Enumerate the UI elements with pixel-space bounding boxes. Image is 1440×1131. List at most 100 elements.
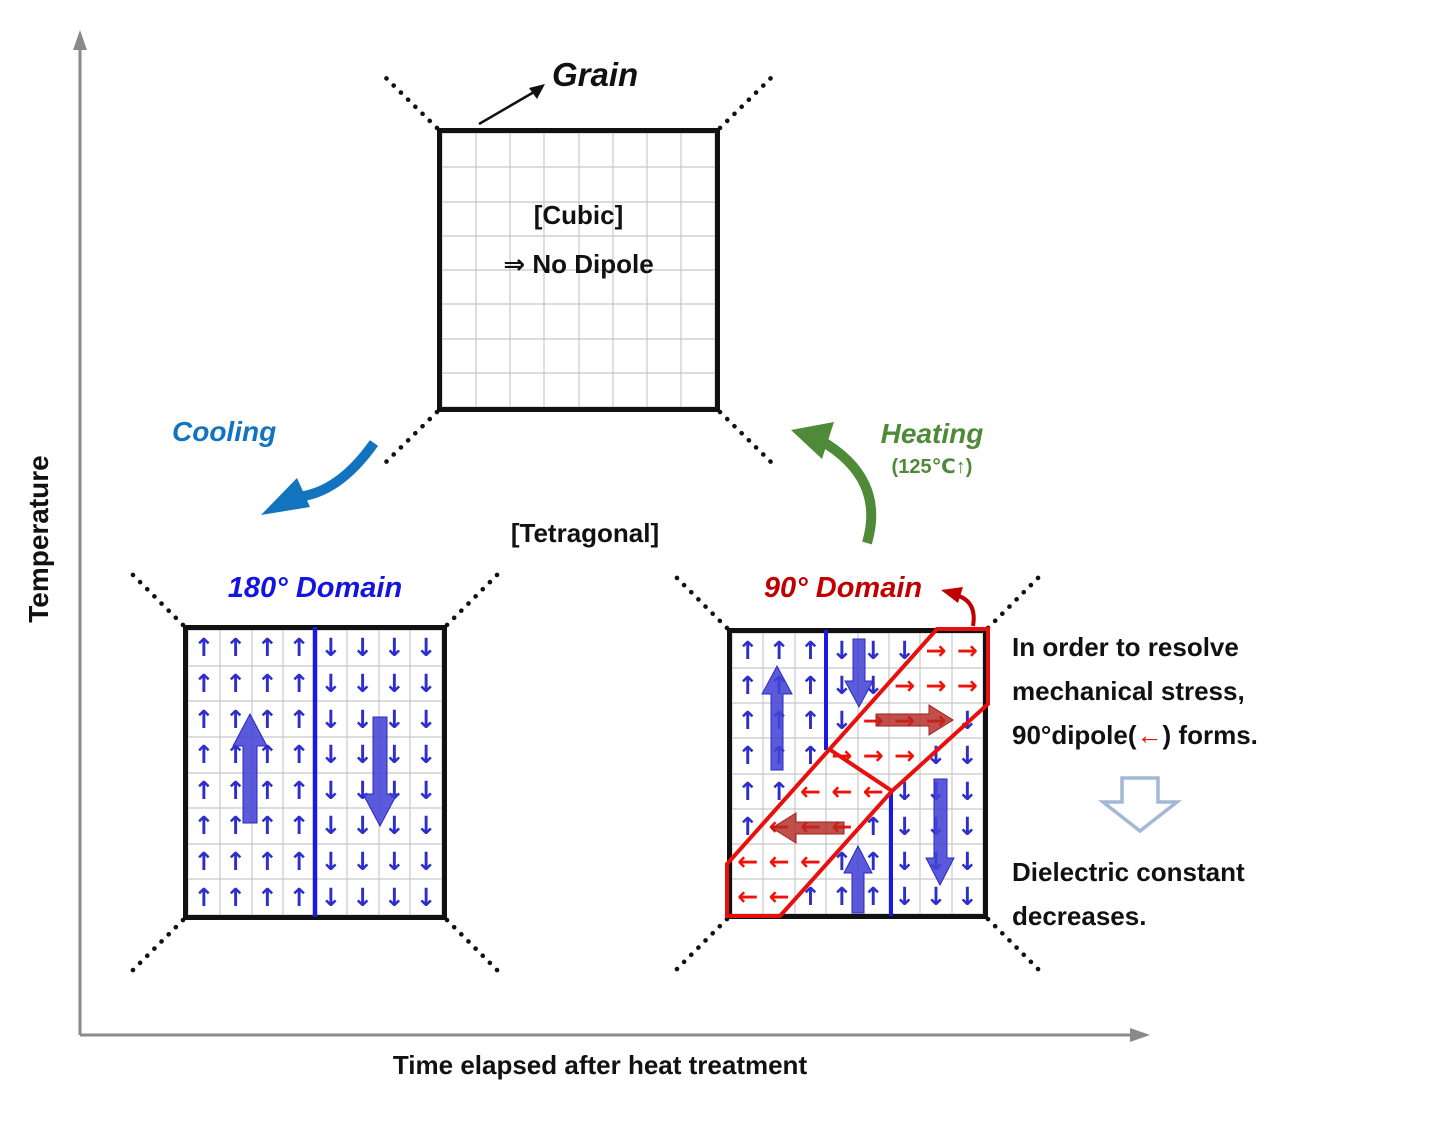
stress-note-line2: mechanical stress, <box>1012 676 1245 706</box>
dipole-arrow-cell: ↓ <box>920 844 951 879</box>
dipole-arrow-cell: ↑ <box>732 703 763 738</box>
dipole-arrow-cell: ↓ <box>315 879 347 915</box>
dipole-arrow-cell: ↑ <box>795 879 826 914</box>
dipole-arrow-cell: → <box>826 738 857 773</box>
y-axis-arrowhead <box>73 30 87 50</box>
dipole-arrow-cell: ← <box>732 879 763 914</box>
dipole-arrow-cell: ↑ <box>795 703 826 738</box>
tetragonal-phase-label: [Tetragonal] <box>510 518 660 548</box>
dipole-arrow-cell: ↓ <box>347 737 379 773</box>
dipole-arrow-cell: ↑ <box>220 666 252 702</box>
grid-cell <box>613 304 647 338</box>
domain-180-square: ↑ ↑ ↑ ↑ ↓ ↓ ↓ ↓ ↑ ↑ ↑ ↑ ↓ ↓ ↓ ↓ ↑ ↑ ↑ ↑ ↓ ↓ ↓ ↓ ↑ ↑ ↑ ↑ ↓ ↓ ↓ ↓ ↑ ↑ ↑ ↑ ↓ ↓ ↓ ↓… <box>183 625 447 920</box>
cooling-label: Cooling <box>172 416 277 447</box>
grid-cell <box>476 167 510 201</box>
cubic-grain-square <box>437 128 720 412</box>
x-axis-label: Time elapsed after heat treatment <box>392 1050 808 1080</box>
dipole-arrow-cell: ↑ <box>283 879 315 915</box>
dipole-arrow-cell: ↑ <box>763 774 794 809</box>
dipole-arrow-cell: ↑ <box>220 879 252 915</box>
dipole-arrow-cell: ↓ <box>379 808 411 844</box>
dipole-arrow-cell: ↓ <box>315 666 347 702</box>
dipole-arrow-cell: ↑ <box>252 666 284 702</box>
heating-temperature-note: (125℃↑) <box>891 456 973 478</box>
dipole-arrow-cell: ↑ <box>826 879 857 914</box>
dipole-arrow-cell: ↓ <box>826 668 857 703</box>
grid-cell <box>510 339 544 373</box>
stress-note-line1: In order to resolve <box>1012 632 1239 662</box>
dipole-arrow-cell: ↓ <box>889 633 920 668</box>
dipole-arrow-cell: ↑ <box>858 809 889 844</box>
x-axis-arrowhead <box>1130 1028 1150 1042</box>
dipole-arrow-cell: ↓ <box>889 879 920 914</box>
grid-cell <box>647 133 681 167</box>
dielectric-note: Dielectric constant decreases. <box>1012 850 1245 938</box>
dipole-arrow-cell: ↑ <box>858 844 889 879</box>
dipole-arrow-cell: ↑ <box>220 701 252 737</box>
dipole-arrow-cell: → <box>858 738 889 773</box>
dipole-arrow-cell: → <box>920 668 951 703</box>
dipole-arrow-cell: ↑ <box>252 630 284 666</box>
dipole-arrow-cell: ↓ <box>347 666 379 702</box>
grid-cell <box>579 133 613 167</box>
dipole-arrow-cell: ↑ <box>220 630 252 666</box>
dipole-arrow-cell: ↑ <box>795 633 826 668</box>
dipole-arrow-cell: ↑ <box>732 668 763 703</box>
dipole-arrow-cell: ↑ <box>763 668 794 703</box>
cooling-arrow-curve <box>295 440 379 502</box>
grid-cell <box>579 339 613 373</box>
grid-cell <box>476 373 510 407</box>
dipole-arrow-cell: ↑ <box>188 879 220 915</box>
dipole-arrow-cell: ↓ <box>347 844 379 880</box>
dipole-arrow-cell: ↑ <box>188 701 220 737</box>
dipole-arrow-cell: ↑ <box>732 809 763 844</box>
dipole-arrow-cell: ↓ <box>347 701 379 737</box>
dipole-arrow-cell: ↓ <box>315 630 347 666</box>
grid-cell <box>647 304 681 338</box>
dipole-arrow-cell: ↑ <box>283 808 315 844</box>
no-dipole-note: ⇒ No Dipole <box>503 249 654 279</box>
dipole-arrow-cell: ← <box>795 844 826 879</box>
domain-90-title: 90° Domain <box>763 572 923 604</box>
dipole-arrow-cell: ↓ <box>952 844 983 879</box>
dipole-arrow-cell: ↓ <box>410 701 442 737</box>
dipole-arrow-cell: ↓ <box>889 809 920 844</box>
grid-cell <box>476 304 510 338</box>
dipole-arrow-cell: ↓ <box>379 773 411 809</box>
dipole-arrow-cell: ↓ <box>379 630 411 666</box>
grid-cell <box>681 133 715 167</box>
dipole-arrow-cell: ↑ <box>283 773 315 809</box>
dipole-arrow-cell: ↓ <box>826 633 857 668</box>
dipole-arrow-cell: ↑ <box>252 879 284 915</box>
dipole-arrow-cell: → <box>952 633 983 668</box>
dipole-arrow-cell: → <box>889 703 920 738</box>
dipole-arrow-cell: ↓ <box>379 737 411 773</box>
dipole-arrow-cell: ↓ <box>347 808 379 844</box>
dielectric-note-line1: Dielectric constant <box>1012 857 1245 887</box>
dipole-arrow-cell: ↑ <box>188 666 220 702</box>
dipole-arrow-cell: ↓ <box>347 630 379 666</box>
dipole-arrow-cell: ↑ <box>763 633 794 668</box>
dipole-arrow-cell: ↓ <box>410 666 442 702</box>
cooling-arrowhead <box>261 478 310 515</box>
dipole-arrow-cell: ↑ <box>283 630 315 666</box>
dipole-arrow-cell: ↓ <box>889 774 920 809</box>
grain-pointer-line <box>478 90 535 126</box>
grid-cell <box>647 373 681 407</box>
heating-arrowhead <box>791 422 834 459</box>
dipole-arrow-cell: ↑ <box>732 738 763 773</box>
dipole-arrow-cell: ← <box>763 844 794 879</box>
dipole-arrow-cell: ↑ <box>220 773 252 809</box>
dipole-arrow-cell: ↑ <box>188 844 220 880</box>
grid-cell <box>476 133 510 167</box>
grid-cell <box>442 339 476 373</box>
dipole-arrow-cell: ↑ <box>826 844 857 879</box>
dipole-arrow-cell: ↑ <box>188 737 220 773</box>
dipole-arrow-cell: ↓ <box>410 808 442 844</box>
grid-cell <box>544 167 578 201</box>
dipole-arrow-cell: ↑ <box>795 668 826 703</box>
grid-cell <box>613 167 647 201</box>
dipole-arrow-cell: ↓ <box>920 738 951 773</box>
dipole-arrow-cell: ↑ <box>858 879 889 914</box>
